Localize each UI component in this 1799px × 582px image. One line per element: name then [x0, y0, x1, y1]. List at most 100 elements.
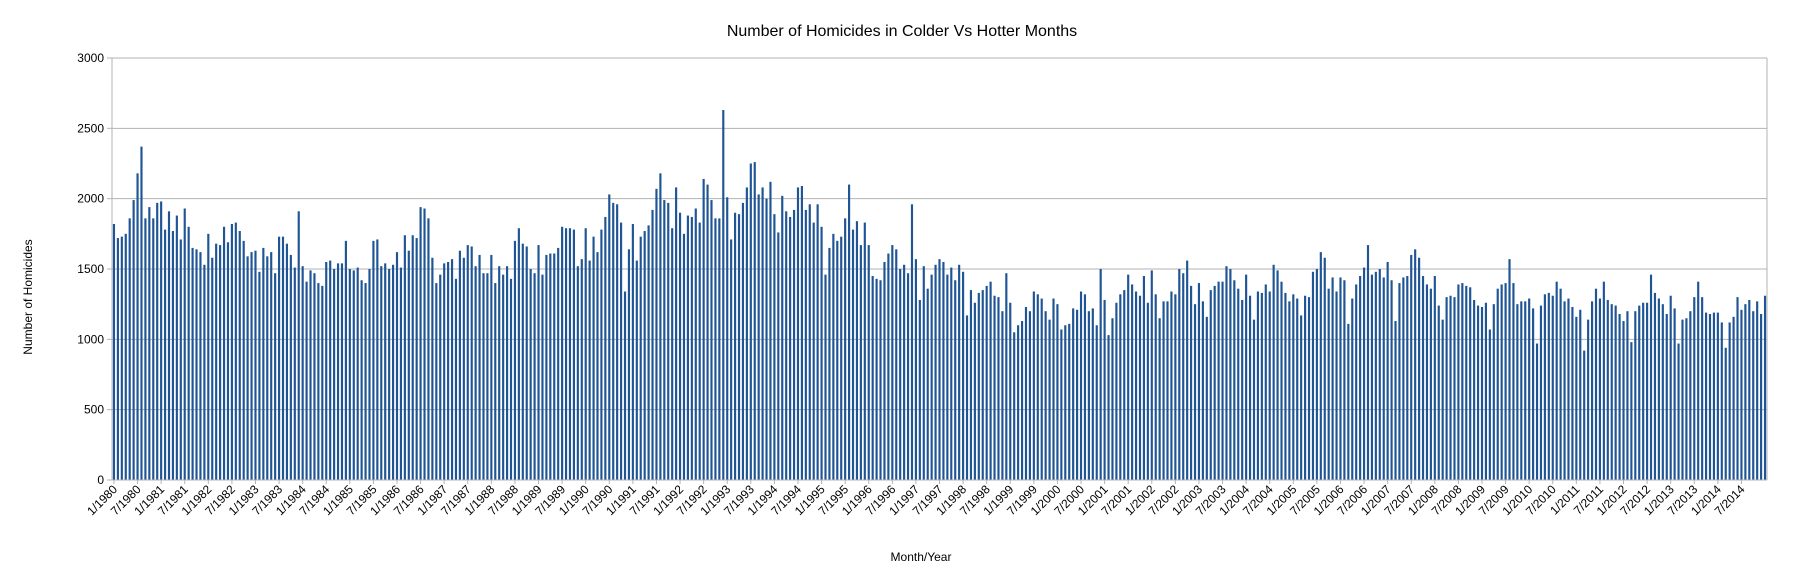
bar	[1657, 298, 1660, 480]
bar	[1024, 306, 1028, 480]
bar	[1500, 284, 1503, 480]
bar	[372, 240, 375, 480]
bar	[1154, 294, 1157, 480]
bar	[1366, 245, 1370, 480]
bar	[1248, 295, 1252, 480]
bar	[124, 233, 127, 480]
y-tick-label: 0	[97, 473, 104, 487]
bar	[726, 197, 729, 480]
bar	[1418, 257, 1421, 480]
bar	[1681, 319, 1684, 480]
bar	[639, 236, 642, 480]
bar	[439, 274, 442, 480]
bar	[529, 269, 532, 480]
bar	[1095, 325, 1098, 480]
bar	[899, 269, 902, 480]
bar	[1166, 301, 1169, 480]
bar	[600, 229, 603, 480]
bar	[1032, 291, 1035, 480]
bar	[1217, 281, 1220, 480]
bar	[1036, 294, 1039, 480]
bar	[391, 264, 395, 480]
bar	[734, 212, 737, 481]
bar	[1496, 288, 1499, 480]
bar	[1744, 304, 1747, 480]
bar	[1575, 316, 1578, 480]
bar	[1060, 329, 1063, 480]
bar	[1162, 301, 1165, 480]
bar	[415, 238, 418, 480]
bar	[1406, 276, 1409, 480]
bar	[116, 238, 119, 480]
bar	[305, 281, 308, 480]
bar	[824, 274, 827, 480]
bar	[1563, 301, 1566, 480]
bar	[1736, 297, 1739, 480]
bar	[470, 246, 473, 480]
bar	[1190, 285, 1193, 480]
bar	[167, 211, 171, 480]
bar	[1304, 295, 1307, 480]
bar	[1076, 309, 1079, 480]
bar	[203, 264, 206, 480]
bar	[1429, 288, 1432, 480]
bar	[1280, 281, 1283, 480]
bar	[183, 208, 186, 480]
bar	[458, 250, 461, 480]
bar	[753, 162, 756, 480]
bar	[1649, 274, 1653, 480]
bar	[863, 222, 866, 480]
bar	[380, 266, 383, 480]
bar	[887, 253, 890, 480]
bar	[179, 239, 182, 480]
bar	[309, 270, 312, 480]
bar	[171, 231, 175, 480]
bar	[1020, 321, 1024, 480]
bar	[1351, 298, 1354, 480]
bar	[1520, 301, 1523, 480]
bar	[777, 232, 780, 480]
bar	[993, 295, 996, 480]
bar	[958, 264, 961, 480]
bar	[981, 290, 984, 480]
bar	[1504, 283, 1507, 480]
bar	[1465, 285, 1468, 480]
bar	[1512, 283, 1515, 480]
bar	[1441, 319, 1444, 480]
bar	[561, 226, 564, 480]
bar	[1646, 302, 1649, 480]
bar	[333, 269, 336, 480]
bar	[1079, 291, 1083, 480]
bar	[1131, 284, 1134, 480]
bar	[494, 283, 497, 480]
bar	[482, 273, 485, 480]
bar	[1532, 308, 1535, 480]
bar	[250, 252, 253, 480]
bar	[270, 252, 273, 480]
bar	[148, 207, 151, 481]
bar	[1237, 288, 1240, 480]
bar	[891, 245, 894, 480]
bar	[1288, 301, 1291, 480]
bar	[620, 222, 623, 480]
bar	[1182, 273, 1185, 480]
bar	[557, 247, 560, 480]
bar	[612, 202, 615, 480]
bar	[1178, 269, 1181, 480]
bar	[1201, 301, 1204, 480]
bar	[1528, 298, 1531, 480]
bar	[1241, 299, 1244, 480]
bar	[663, 200, 666, 480]
bar	[1724, 347, 1727, 480]
bar	[1123, 290, 1126, 480]
bar	[671, 228, 674, 480]
bar	[325, 261, 328, 480]
bar	[1425, 284, 1429, 480]
bar	[1115, 302, 1118, 480]
bar	[820, 226, 823, 480]
bar	[1704, 312, 1708, 480]
bar	[144, 218, 147, 481]
y-tick-label: 3000	[77, 51, 104, 65]
bar	[195, 249, 198, 480]
bar	[384, 263, 387, 480]
